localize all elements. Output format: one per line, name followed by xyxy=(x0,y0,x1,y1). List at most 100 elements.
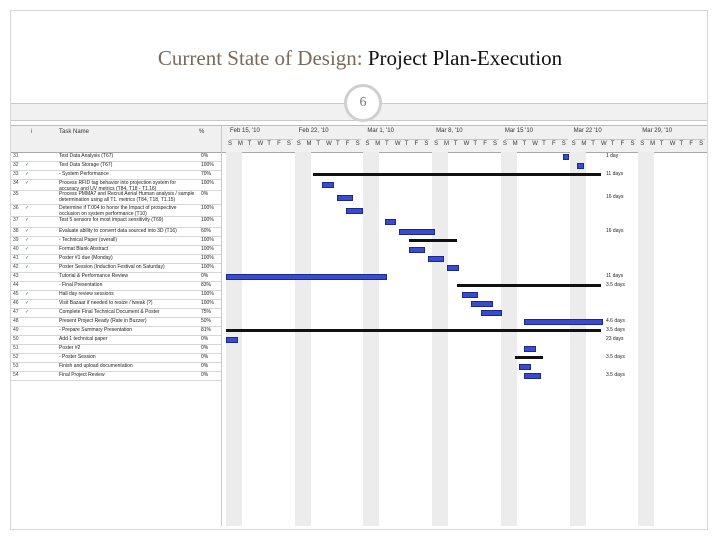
task-row[interactable]: 53 Finish and upload documentation 0% xyxy=(11,362,221,372)
timeline-day-label: S xyxy=(286,141,291,147)
task-bar[interactable] xyxy=(384,219,397,225)
task-name[interactable]: Tutorial & Performance Review xyxy=(59,273,129,279)
duration-label: 3.5 days xyxy=(605,354,625,360)
task-name[interactable]: Complete Final Technical Document & Post… xyxy=(59,309,160,315)
task-row[interactable]: 40 ✓ Format Blank Abstract 100% xyxy=(11,245,221,255)
task-row[interactable]: 52 - Poster Session 0% xyxy=(11,353,221,363)
timeline-day-label: S xyxy=(561,141,566,147)
task-bar[interactable] xyxy=(336,195,354,201)
task-name[interactable]: Add 1 technical paper xyxy=(59,336,108,342)
task-name[interactable]: Test Data Storage (T67) xyxy=(59,162,113,168)
task-bar[interactable] xyxy=(471,301,493,307)
timeline-day-label: S xyxy=(296,141,301,147)
task-id: 49 xyxy=(13,327,19,333)
task-name[interactable]: - Poster Session xyxy=(59,354,96,360)
task-bar[interactable] xyxy=(399,229,435,235)
gantt-screenshot: i Task Name % Feb 15, '10 Feb 22, '10 Mar … xyxy=(11,125,707,526)
task-row[interactable]: 54 Final Project Review 0% xyxy=(11,371,221,381)
summary-bar[interactable] xyxy=(226,329,602,332)
task-name[interactable]: Poster #2 xyxy=(59,345,81,351)
summary-bar[interactable] xyxy=(408,239,457,242)
task-row[interactable]: 37 ✓ Test 5 sensors for most impact sensit… xyxy=(11,216,221,228)
timeline-day-label: F xyxy=(345,141,350,147)
task-name[interactable]: Process PMMA7 and Recruit Aerial Human a… xyxy=(59,191,195,203)
task-bar[interactable] xyxy=(519,364,532,370)
task-percent-complete: 100% xyxy=(201,300,214,306)
task-bar[interactable] xyxy=(562,154,570,160)
task-row[interactable]: 32 ✓ Test Data Storage (T67) 100% xyxy=(11,161,221,171)
summary-bar[interactable] xyxy=(312,173,602,176)
task-row[interactable]: 39 ✓ - Technical Paper (overall) 100% xyxy=(11,236,221,246)
task-bar[interactable] xyxy=(480,310,503,316)
task-name[interactable]: Format Blank Abstract xyxy=(59,246,109,252)
task-row[interactable]: 51 Poster #2 0% xyxy=(11,344,221,354)
task-name[interactable]: Poster #1 due (Monday) xyxy=(59,255,113,261)
timeline-day-label: T xyxy=(267,141,271,147)
task-name[interactable]: Test Data Analysis (T67) xyxy=(59,153,114,159)
task-name-column-header[interactable]: Task Name xyxy=(59,129,90,135)
task-bar[interactable] xyxy=(322,182,334,188)
task-row[interactable]: 48 Present Project Ready (Rate in Buzzer)… xyxy=(11,317,221,327)
info-column-header[interactable]: i xyxy=(31,129,33,135)
task-bar[interactable] xyxy=(461,292,479,298)
task-id: 48 xyxy=(13,318,19,324)
task-id: 47 xyxy=(13,309,19,315)
task-row[interactable]: 47 ✓ Complete Final Technical Document & P… xyxy=(11,308,221,318)
task-bar[interactable] xyxy=(447,265,459,271)
task-row[interactable]: 45 ✓ Hall day review sessions 100% xyxy=(11,290,221,300)
timeline-day-label: S xyxy=(355,141,360,147)
task-row[interactable]: 42 ✓ Poster Session (Induction Festival on… xyxy=(11,263,221,273)
timeline-day-label: T xyxy=(610,141,615,147)
timeline-day-label: S xyxy=(365,141,370,147)
timeline-day-label: S xyxy=(571,141,576,147)
task-bar[interactable] xyxy=(226,274,387,280)
task-row[interactable]: 50 Add 1 technical paper 0% xyxy=(11,335,221,345)
task-name[interactable]: - Technical Paper (overall) xyxy=(59,237,117,243)
summary-bar[interactable] xyxy=(456,284,602,287)
task-name[interactable]: - Prepare Summary Presentation xyxy=(59,327,133,333)
task-row[interactable]: 35 Process PMMA7 and Recruit Aerial Human… xyxy=(11,190,221,205)
task-name[interactable]: - System Performance xyxy=(59,171,109,177)
timeline-day-label: T xyxy=(335,141,340,147)
task-row[interactable]: 38 ✓ Evaluate ability to convert data sour… xyxy=(11,227,221,237)
duration-label: 16 days xyxy=(605,228,624,234)
task-name[interactable]: Finish and upload documentation xyxy=(59,363,133,369)
task-bar[interactable] xyxy=(408,247,426,253)
task-row[interactable]: 46 ✓ Visit Bazaar if needed to resize / tw… xyxy=(11,299,221,309)
task-name[interactable]: Hall day review sessions xyxy=(59,291,114,297)
task-name[interactable]: Evaluate ability to convert data sourced… xyxy=(59,228,177,234)
task-bar[interactable] xyxy=(346,208,363,214)
weekend-shade xyxy=(363,152,380,526)
task-row[interactable]: 49 - Prepare Summary Presentation 81% xyxy=(11,326,221,336)
task-row[interactable]: 34 ✓ Process RFID tag behavior into projec… xyxy=(11,179,221,192)
task-name[interactable]: Test 5 sensors for most impact sensitivi… xyxy=(59,217,164,223)
task-percent-complete: 100% xyxy=(201,162,214,168)
task-indicator: ✓ xyxy=(25,246,30,252)
task-indicator: ✓ xyxy=(25,264,30,270)
task-id: 46 xyxy=(13,300,19,306)
task-bar[interactable] xyxy=(428,256,445,262)
task-bar[interactable] xyxy=(524,346,536,352)
task-row[interactable]: 44 - Final Presentation 83% xyxy=(11,281,221,291)
task-bar[interactable] xyxy=(226,337,238,343)
task-row[interactable]: 33 ✓ - System Performance 70% xyxy=(11,170,221,180)
summary-bar[interactable] xyxy=(514,356,544,359)
task-row[interactable]: 36 ✓ Determine if T.004 to honor the Impac… xyxy=(11,204,221,217)
task-bar[interactable] xyxy=(524,319,604,325)
task-bar[interactable] xyxy=(577,163,584,169)
task-name[interactable]: Process RFID tag behavior into projectio… xyxy=(59,180,176,192)
task-bar[interactable] xyxy=(524,373,541,379)
task-name[interactable]: Poster Session (Induction Festival on Sa… xyxy=(59,264,165,270)
slide-title: Current State of Design: Project Plan-Ex… xyxy=(0,46,720,71)
task-name[interactable]: Determine if T.004 to honor the Impact o… xyxy=(59,205,177,217)
task-indicator: ✓ xyxy=(25,180,30,186)
task-row[interactable]: 31 Test Data Analysis (T67) 0% xyxy=(11,152,221,162)
task-name[interactable]: Final Project Review xyxy=(59,372,105,378)
task-name[interactable]: - Final Presentation xyxy=(59,282,103,288)
task-name[interactable]: Present Project Ready (Rate in Buzzer) xyxy=(59,318,147,324)
task-row[interactable]: 41 ✓ Poster #1 due (Monday) 100% xyxy=(11,254,221,264)
task-name[interactable]: Visit Bazaar if needed to resize / tweak… xyxy=(59,300,153,306)
task-row[interactable]: 43 Tutorial & Performance Review 0% xyxy=(11,272,221,282)
task-percent-complete: 83% xyxy=(201,282,212,288)
percent-column-header[interactable]: % xyxy=(199,129,205,135)
